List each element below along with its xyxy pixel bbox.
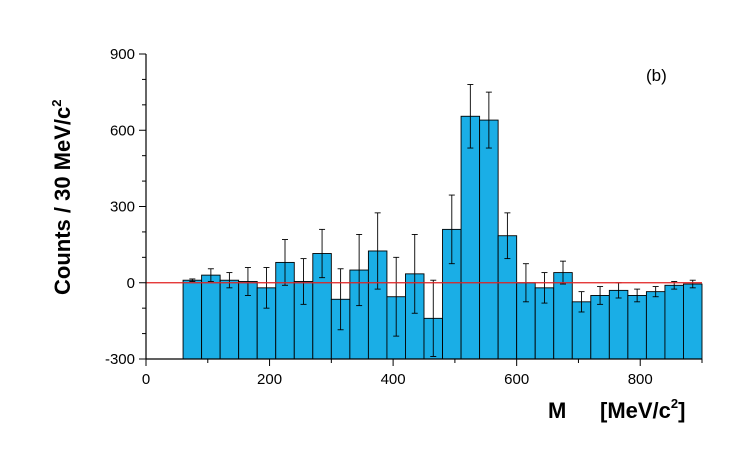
histogram-bar <box>627 295 647 360</box>
y-axis-title: Counts / 30 MeV/c2 <box>49 99 75 295</box>
x-tick-label: 400 <box>381 371 406 388</box>
axes-group <box>139 53 703 366</box>
histogram-bar <box>460 115 481 360</box>
histogram-bar <box>608 289 629 360</box>
histogram-bar <box>645 291 666 360</box>
histogram-bar <box>182 279 203 360</box>
histogram-bar <box>683 283 703 360</box>
histogram-bar <box>664 284 684 360</box>
x-tick-label: 600 <box>504 371 529 388</box>
panel-label: (b) <box>646 66 667 85</box>
y-tick-label: 900 <box>110 46 135 63</box>
histogram-bar <box>219 279 240 360</box>
x-tick-label: 200 <box>257 371 282 388</box>
y-tick-label: -300 <box>105 351 135 368</box>
y-tick-label: 0 <box>127 275 135 292</box>
y-tick-label: 300 <box>110 199 135 216</box>
tick-labels-group: -300 0 300 600 900 0 200 400 600 800 <box>105 46 653 388</box>
x-tick-label: 800 <box>628 371 653 388</box>
y-tick-label: 600 <box>110 122 135 139</box>
histogram-bar <box>479 119 499 360</box>
x-axis-title: M [MeV/c2] <box>548 396 685 423</box>
histogram-bar <box>201 274 221 360</box>
histogram-bar <box>553 272 573 360</box>
histogram-bar <box>590 295 610 360</box>
bars-group <box>146 115 703 360</box>
x-tick-label: 0 <box>142 371 150 388</box>
